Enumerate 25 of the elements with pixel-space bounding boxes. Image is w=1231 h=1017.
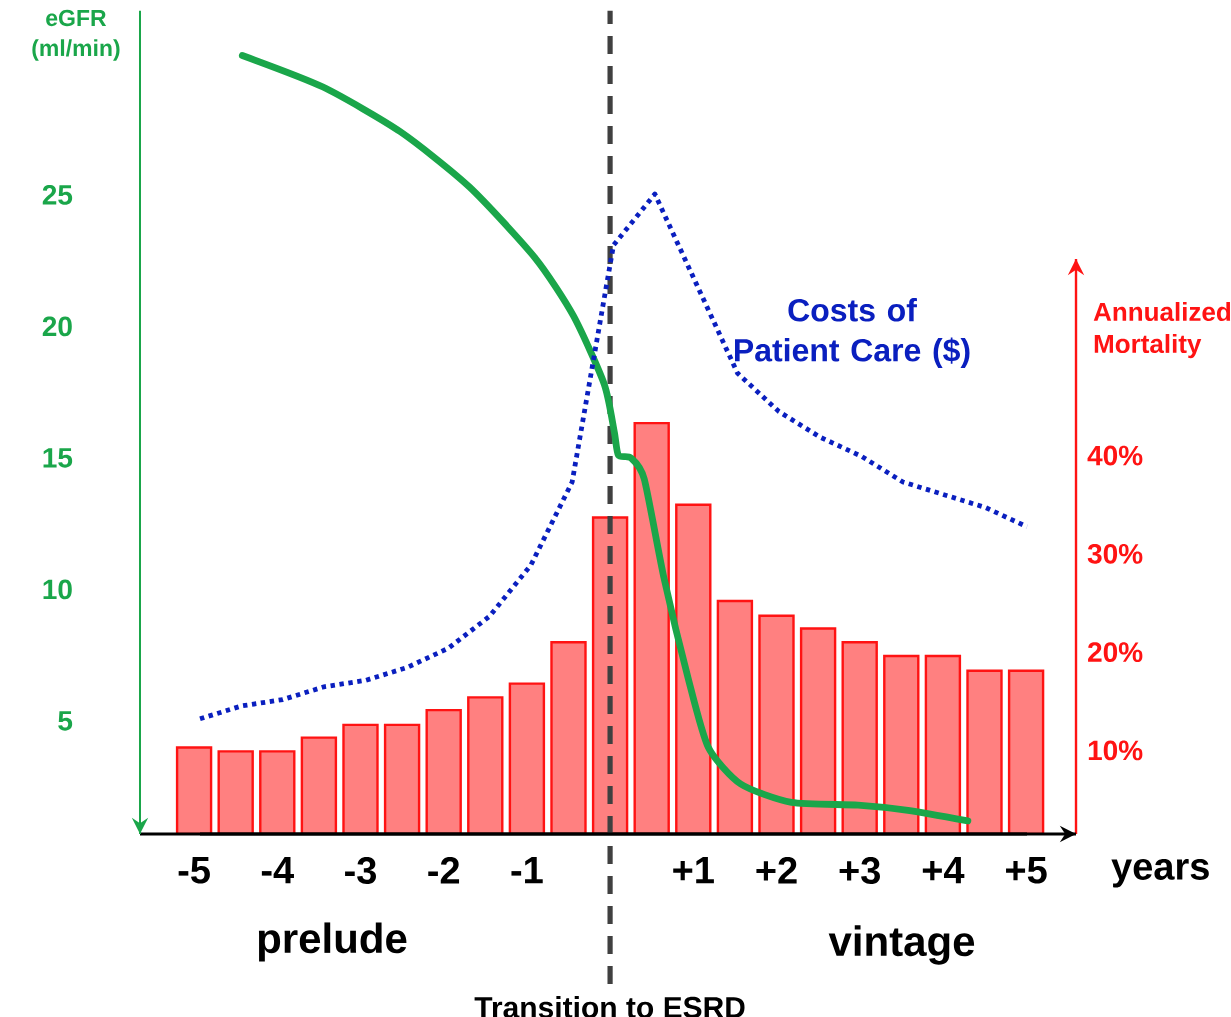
y-tick-label: 10 [43, 579, 72, 600]
x-tick-label: -5 [178, 857, 210, 884]
text: vintage [828, 925, 975, 965]
x-tick-label: -4 [261, 857, 294, 884]
x-tick-label: -3 [345, 857, 377, 885]
x-axis-title: years [1111, 859, 1209, 888]
x-tick-label: +5 [1006, 857, 1047, 884]
x-tick-label: -1 [511, 857, 543, 884]
y-tick-label: 5 [58, 711, 73, 731]
y2-axis-title: Annualized Mortality [1093, 301, 1231, 359]
y-tick-label: 20 [42, 316, 72, 337]
text: prelude [258, 922, 407, 962]
x-tick-label: +1 [673, 857, 714, 884]
y-axis-title: eGFR (ml/min) [32, 9, 120, 61]
y2-tick-label: 30% [1087, 543, 1143, 564]
y2-tick-label: 20% [1088, 642, 1143, 663]
y2-tick-label: 40% [1087, 445, 1143, 466]
x-tick-label: -2 [428, 857, 460, 884]
x-tick-label: +4 [922, 857, 965, 884]
y-tick-label: 25 [42, 184, 73, 205]
y2-tick-label: 10% [1088, 740, 1143, 761]
y-tick-label: 15 [43, 448, 73, 468]
x-tick-label: +2 [756, 857, 797, 884]
x-tick-label: +3 [839, 857, 880, 885]
series-label: Costs of Patient Care ($) [735, 298, 970, 368]
